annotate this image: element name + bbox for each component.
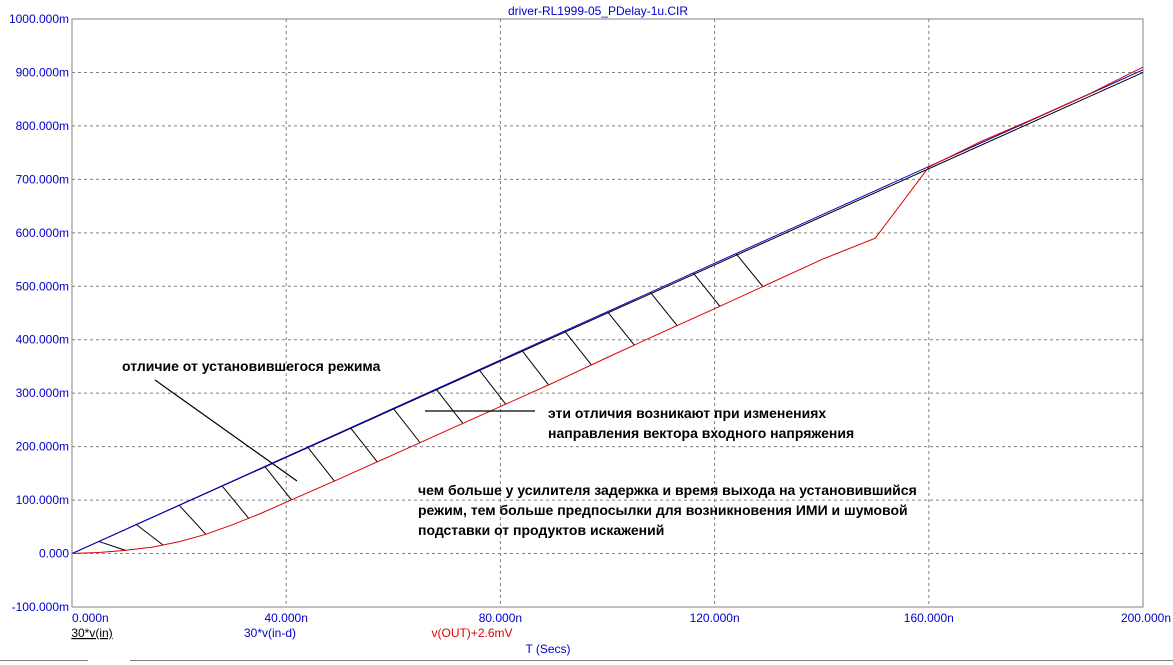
y-tick-label: 900.000m <box>16 65 69 79</box>
plot-frame <box>71 18 1144 608</box>
x-tick-label: 40.000n <box>265 611 308 625</box>
annotation-pointers <box>154 379 535 482</box>
y-tick-label: 400.000m <box>16 333 69 347</box>
grid <box>72 19 1143 607</box>
x-tick-label: 120.000n <box>690 611 740 625</box>
annotation-steady-state: отличие от установившегося режима <box>122 358 381 374</box>
annotation-direction-line1: эти отличия возникают при изменениях <box>548 405 826 421</box>
hatch-line <box>692 272 721 307</box>
hatch-line <box>307 446 335 482</box>
x-tick-label: 160.000n <box>904 611 954 625</box>
y-tick-label: 800.000m <box>16 119 69 133</box>
y-tick-label: 100.000m <box>16 493 69 507</box>
legend-in[interactable]: 30*v(in) <box>71 626 112 640</box>
hatch-line <box>135 524 164 546</box>
annotation-delay-line3: подставки от продуктов искажений <box>418 522 664 538</box>
hatch-line <box>98 540 126 551</box>
legend-out[interactable]: v(OUT)+2.6mV <box>431 626 512 640</box>
hatch-line <box>564 330 592 366</box>
hatch-line <box>178 504 207 535</box>
annotation-delay-line2: режим, тем больше предпосылки для возник… <box>418 502 908 518</box>
x-tick-label: 200.000n <box>1121 611 1171 625</box>
y-tick-label: 1000.000m <box>9 12 69 26</box>
annotation-direction-line2: направления вектора входного напряжения <box>548 425 854 441</box>
y-tick-label: 600.000m <box>16 226 69 240</box>
hatch-line <box>350 427 378 463</box>
x-axis-ticks: 0.000n 40.000n 80.000n 120.000n 160.000n 200.… <box>72 611 1171 625</box>
chart-title: driver-RL1999-05_PDelay-1u.CIR <box>508 4 688 18</box>
annotation-delay-line1: чем больше у усилителя задержка и время … <box>418 482 917 498</box>
y-tick-label: 700.000m <box>16 172 69 186</box>
y-axis-ticks: -100.000m 0.000 100.000m 200.000m 300.000m 40… <box>9 12 69 614</box>
hatch-line <box>649 291 678 326</box>
status-segment <box>0 660 88 665</box>
x-tick-label: 0.000n <box>72 611 109 625</box>
hatch-line <box>478 369 507 405</box>
x-tick-label: 80.000n <box>479 611 522 625</box>
hatch-line <box>521 350 549 386</box>
hatch-line <box>607 311 635 346</box>
hatch-line <box>735 253 764 287</box>
status-segment <box>130 660 1173 665</box>
hatch-line <box>435 388 464 424</box>
series-line-1 <box>71 69 1144 555</box>
pointer-line-steady-state <box>154 379 298 482</box>
hatch-line <box>392 408 421 443</box>
series-line-2 <box>71 66 1144 555</box>
hatch-line <box>264 466 292 501</box>
y-tick-label: 300.000m <box>16 386 69 400</box>
status-strip <box>0 660 1173 664</box>
delay-hatching <box>98 253 764 551</box>
hatch-line <box>221 485 250 519</box>
y-tick-label: 0.000 <box>39 547 69 561</box>
y-tick-label: -100.000m <box>12 600 69 614</box>
legend-in-d[interactable]: 30*v(in-d) <box>244 626 296 640</box>
series-lines <box>71 66 1144 555</box>
y-tick-label: 200.000m <box>16 440 69 454</box>
y-tick-label: 500.000m <box>16 279 69 293</box>
x-axis-label: T (Secs) <box>525 642 570 656</box>
